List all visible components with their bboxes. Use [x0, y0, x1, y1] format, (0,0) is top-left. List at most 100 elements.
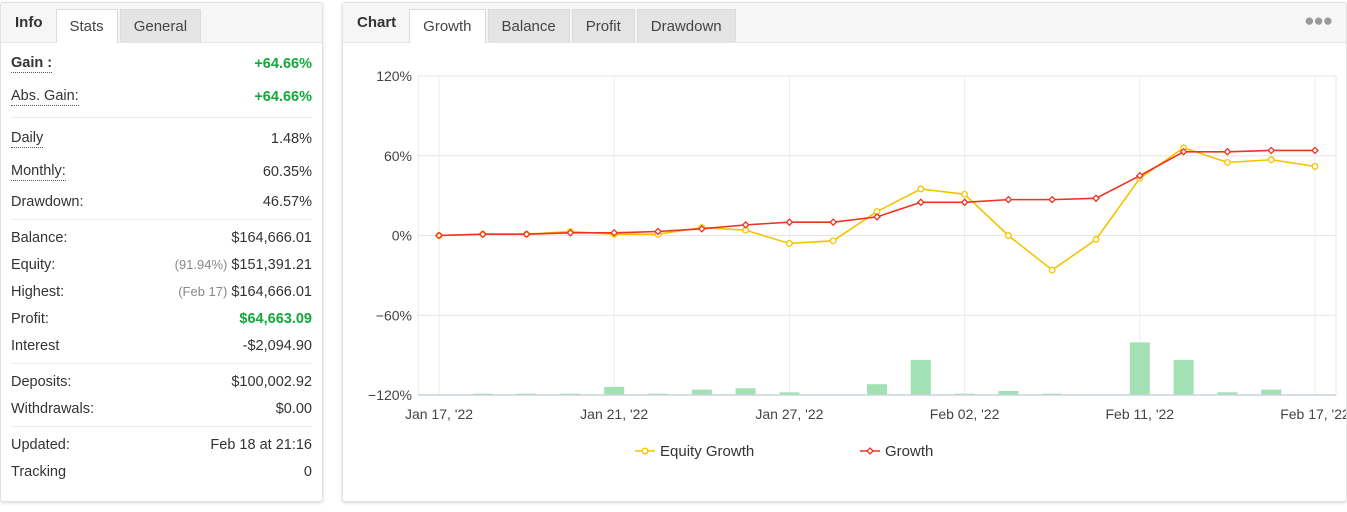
bar[interactable]: [998, 390, 1019, 395]
bar[interactable]: [1129, 342, 1150, 395]
bar[interactable]: [735, 388, 756, 395]
equity-point[interactable]: [785, 240, 793, 247]
growth-point[interactable]: [1267, 146, 1276, 155]
bar[interactable]: [1173, 359, 1194, 395]
y-tick-label: 0%: [392, 228, 412, 244]
legend-marker: [641, 447, 649, 455]
stat-gain: Gain : +64.66%: [11, 47, 312, 80]
growth-point[interactable]: [522, 230, 531, 239]
stat-interest-label: Interest: [11, 337, 60, 354]
legend-item-growth[interactable]: Growth: [860, 443, 933, 460]
stat-profit: Profit: $64,663.09: [11, 305, 312, 332]
growth-point[interactable]: [654, 227, 662, 236]
stat-drawdown-label: Drawdown:: [11, 193, 84, 210]
tab-balance[interactable]: Balance: [487, 9, 570, 42]
stat-equity-value-wrap: (91.94%) $151,391.21: [175, 257, 312, 273]
growth-point[interactable]: [435, 231, 443, 240]
stat-highest-note: (Feb 17): [178, 283, 228, 299]
equity-point[interactable]: [961, 190, 969, 198]
stats-list: Gain : +64.66% Abs. Gain: +64.66% Daily …: [1, 43, 322, 485]
growth-point[interactable]: [478, 230, 487, 239]
equity-point[interactable]: [1004, 232, 1012, 239]
y-tick-label: 60%: [384, 148, 412, 164]
stat-withdrawals: Withdrawals: $0.00: [11, 395, 312, 422]
stat-tracking-label: Tracking: [11, 463, 67, 480]
equity-point[interactable]: [1223, 158, 1231, 166]
stat-updated-value: Feb 18 at 21:16: [210, 436, 312, 453]
tab-general[interactable]: General: [119, 9, 202, 42]
equity-point[interactable]: [1048, 266, 1056, 274]
chart-x-axis: Jan 17, '22 Jan 21, '22 Jan 27, '22 Feb 02,…: [405, 394, 1346, 422]
growth-point[interactable]: [741, 220, 750, 229]
growth-point[interactable]: [1048, 195, 1057, 204]
bar[interactable]: [779, 392, 800, 395]
tab-info[interactable]: Info: [15, 14, 43, 31]
legend-marker: [866, 447, 874, 455]
growth-point[interactable]: [697, 224, 706, 233]
x-tick-label: Jan 27, '22: [755, 406, 823, 422]
x-tick-label: Feb 17, '22: [1280, 406, 1346, 422]
growth-point[interactable]: [785, 218, 794, 227]
bar[interactable]: [604, 386, 625, 395]
equity-point[interactable]: [917, 185, 925, 193]
stat-highest-value: $164,666.01: [231, 283, 312, 300]
divider: [11, 426, 312, 427]
growth-point[interactable]: [610, 228, 619, 237]
legend-item-equity-growth[interactable]: Equity Growth: [635, 443, 754, 460]
growth-point[interactable]: [1135, 171, 1144, 180]
growth-point[interactable]: [566, 228, 575, 237]
stat-profit-label: Profit:: [11, 310, 49, 327]
stat-equity-note: (91.94%): [174, 256, 228, 272]
stat-abs-gain-label[interactable]: Abs. Gain:: [11, 87, 79, 106]
equity-point[interactable]: [1311, 162, 1319, 170]
stat-equity: Equity: (91.94%) $151,391.21: [11, 251, 312, 278]
ellipsis-icon[interactable]: ●●●: [1304, 11, 1333, 30]
stat-monthly: Monthly: 60.35%: [11, 155, 312, 188]
chart-panel: Chart Growth Balance Profit Drawdown ●●●…: [342, 2, 1347, 502]
bar[interactable]: [691, 389, 712, 395]
tab-profit[interactable]: Profit: [571, 9, 635, 42]
series-line-growth: [438, 149, 1315, 237]
stat-updated: Updated: Feb 18 at 21:16: [11, 431, 312, 458]
growth-point[interactable]: [1004, 195, 1013, 204]
stat-interest-value: -$2,094.90: [242, 337, 312, 354]
bar[interactable]: [910, 359, 931, 395]
divider: [11, 363, 312, 364]
bar[interactable]: [1261, 389, 1282, 395]
bar[interactable]: [867, 384, 887, 395]
chart-bars: [472, 342, 1282, 395]
tab-drawdown[interactable]: Drawdown: [636, 9, 736, 42]
chart-legend[interactable]: Equity Growth Growth: [635, 443, 933, 460]
bar[interactable]: [1217, 392, 1238, 395]
growth-point[interactable]: [829, 218, 838, 227]
stat-monthly-label[interactable]: Monthly:: [11, 162, 66, 181]
growth-point[interactable]: [873, 212, 881, 221]
growth-point[interactable]: [1179, 147, 1188, 156]
stat-equity-label: Equity:: [11, 256, 56, 273]
equity-point[interactable]: [1267, 156, 1275, 164]
stat-monthly-value: 60.35%: [262, 163, 312, 180]
growth-point[interactable]: [1223, 147, 1232, 156]
stat-profit-value: $64,663.09: [239, 310, 312, 327]
tab-stats[interactable]: Stats: [55, 9, 118, 43]
equity-point[interactable]: [1092, 236, 1100, 243]
stat-deposits: Deposits: $100,002.92: [11, 368, 312, 395]
stat-deposits-value: $100,002.92: [231, 373, 312, 390]
stat-highest-label: Highest:: [11, 283, 65, 300]
stat-highest: Highest: (Feb 17) $164,666.01: [11, 278, 312, 305]
chart-grid: [417, 75, 1337, 396]
tab-growth[interactable]: Growth: [409, 9, 486, 43]
stat-daily: Daily 1.48%: [11, 122, 312, 155]
x-tick-label: Jan 21, '22: [580, 406, 648, 422]
chart-tabbar: Chart Growth Balance Profit Drawdown ●●●: [343, 3, 1346, 43]
growth-point[interactable]: [960, 198, 969, 207]
growth-point[interactable]: [1311, 146, 1319, 155]
chart-lines: [435, 144, 1319, 274]
growth-point[interactable]: [1092, 194, 1100, 203]
equity-point[interactable]: [829, 237, 837, 245]
stat-gain-label[interactable]: Gain :: [11, 54, 53, 73]
stat-daily-label[interactable]: Daily: [11, 129, 44, 148]
stat-updated-label: Updated:: [11, 436, 70, 453]
divider: [11, 117, 312, 118]
growth-point[interactable]: [916, 198, 925, 207]
